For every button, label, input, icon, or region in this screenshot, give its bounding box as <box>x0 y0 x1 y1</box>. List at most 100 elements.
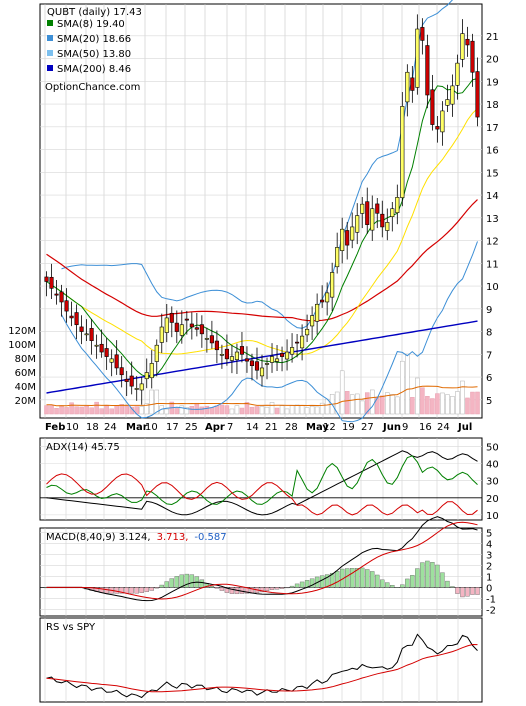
candle-body <box>330 272 335 298</box>
macd-histogram-bar <box>224 587 230 593</box>
candle-body <box>154 344 159 362</box>
volume-bar <box>339 370 345 415</box>
candle-body <box>119 367 124 376</box>
volume-bar <box>349 394 355 415</box>
macd-histogram-bar <box>289 585 295 588</box>
candle-body <box>104 348 109 357</box>
x-tick-label: 10 <box>145 422 158 433</box>
x-tick-label: Mar <box>126 422 148 433</box>
candle-body <box>194 327 199 330</box>
volume-bar <box>74 406 79 415</box>
minus-di-line <box>46 473 478 516</box>
x-tick-label: 25 <box>185 422 198 433</box>
volume-bar <box>450 396 455 415</box>
signal-line <box>46 521 478 600</box>
legend-sma50: SMA(50) 13.80 <box>57 49 131 60</box>
volume-average-line <box>46 385 478 407</box>
rs-average-line <box>46 643 478 693</box>
volume-bar <box>259 406 265 415</box>
chart-legend: QUBT (daily) 17.43 SMA(8) 19.40 SMA(20) … <box>45 7 142 93</box>
x-tick-label: 16 <box>419 422 432 433</box>
y-tick-label: 10 <box>486 282 499 293</box>
candle-body <box>254 361 260 371</box>
x-tick-label: 24 <box>104 422 117 433</box>
volume-bar <box>124 405 129 415</box>
volume-tick-label: 20M <box>15 396 36 407</box>
candle-body <box>124 378 129 382</box>
macd-histogram-bar <box>229 587 235 594</box>
volume-bar <box>460 380 465 415</box>
volume-bar <box>294 404 300 415</box>
candle-body <box>355 215 360 233</box>
macd-histogram-bar <box>420 562 425 588</box>
volume-bar <box>49 405 54 415</box>
candle-body <box>224 348 229 360</box>
volume-bar <box>94 401 99 415</box>
volume-bar <box>79 406 84 415</box>
volume-bar <box>239 407 245 415</box>
candle-body <box>415 28 420 88</box>
candle-body <box>269 356 275 363</box>
candle-body <box>144 372 149 380</box>
macd-histogram-bar <box>214 587 220 589</box>
y-tick-label: 20 <box>486 55 499 66</box>
candle-body <box>345 230 350 246</box>
candle-body <box>169 312 174 323</box>
y-tick-label: 5 <box>486 528 492 539</box>
candle-body <box>94 344 99 347</box>
macd-histogram-bar <box>274 587 280 590</box>
candle-body <box>350 226 355 241</box>
macd-histogram-bar <box>430 562 435 588</box>
candle-body <box>295 341 300 344</box>
volume-bar <box>224 405 230 415</box>
candle-body <box>249 360 255 366</box>
macd-histogram-bar <box>294 583 300 588</box>
macd-histogram-bar <box>425 560 430 588</box>
volume-bar <box>264 406 270 415</box>
macd-histogram-bar <box>284 587 290 589</box>
x-tick-label: 24 <box>437 422 450 433</box>
macd-histogram-bar <box>450 586 455 588</box>
volume-bar <box>475 391 480 415</box>
macd-histogram-bar <box>360 567 365 588</box>
candle-body <box>159 326 164 343</box>
x-tick-label: May <box>306 422 329 433</box>
volume-bar <box>64 407 69 415</box>
x-tick-label: Feb <box>45 422 65 433</box>
candle-body <box>49 276 54 289</box>
sma50-line <box>46 199 478 322</box>
y-tick-label: 30 <box>486 477 499 488</box>
macd-histogram-bar <box>184 573 190 588</box>
volume-bar <box>319 402 325 415</box>
candle-body <box>405 71 410 103</box>
legend-sma8: SMA(8) 19.40 <box>57 19 125 30</box>
volume-bar <box>390 394 395 415</box>
candle-body <box>199 324 204 335</box>
candle-body <box>229 356 234 361</box>
adx-panel: 10 20 30 40 50 ADX(14) 45.75 <box>39 437 499 522</box>
macd-histogram-bar <box>350 568 355 588</box>
candle-body <box>204 338 209 340</box>
volume-bar <box>405 353 410 415</box>
candle-body <box>385 222 390 231</box>
volume-bar <box>380 395 385 415</box>
volume-bar <box>119 404 124 415</box>
candle-body <box>425 45 430 96</box>
y-tick-label: 11 <box>486 259 499 270</box>
macd-histogram-bar <box>445 580 450 588</box>
volume-bar <box>425 396 430 415</box>
y-tick-label: 8 <box>486 328 492 339</box>
volume-bar <box>44 405 49 415</box>
volume-bar <box>104 405 109 415</box>
candle-body <box>74 312 79 326</box>
candle-body <box>475 71 480 118</box>
candle-body <box>139 383 144 391</box>
y-tick-label: 21 <box>486 32 499 43</box>
candle-body <box>184 318 189 321</box>
macd-histogram-bar <box>259 587 265 593</box>
macd-histogram-bar <box>400 584 405 588</box>
volume-bar <box>204 405 210 415</box>
macd-histogram-bar <box>365 569 370 588</box>
volume-bar <box>304 407 310 415</box>
macd-histogram-bar <box>355 568 360 588</box>
